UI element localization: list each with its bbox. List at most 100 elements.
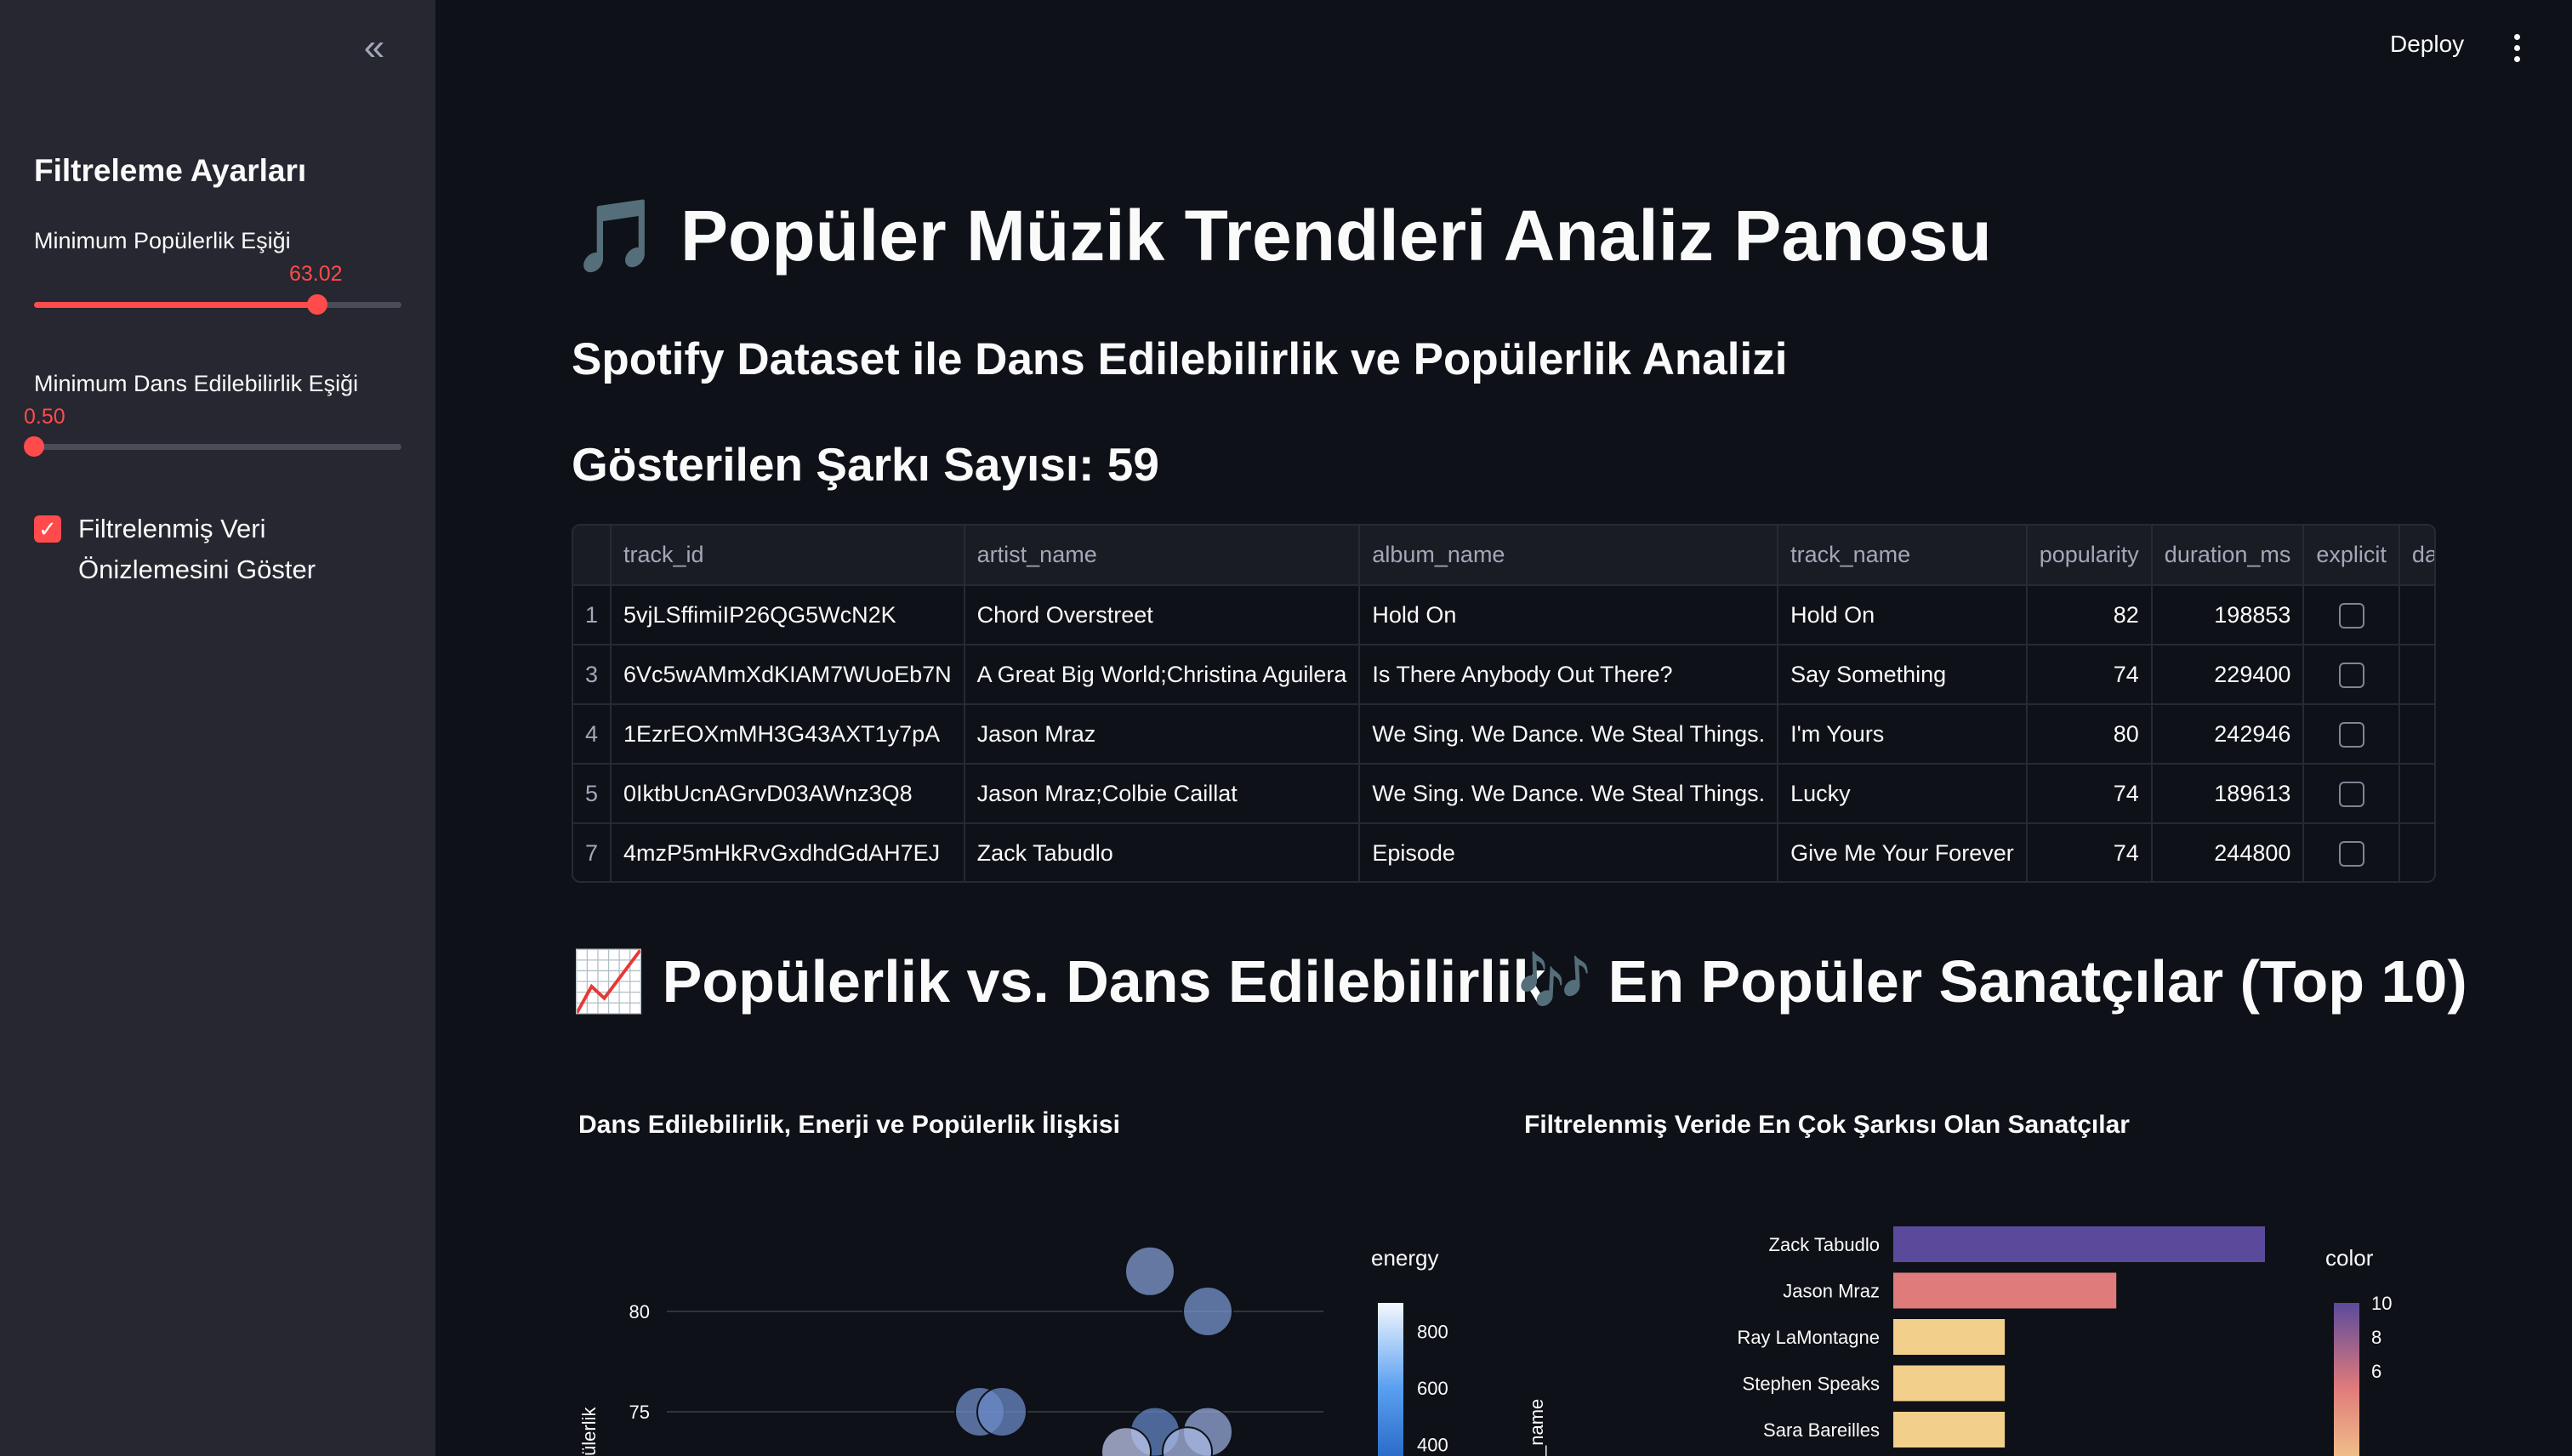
cell-album-name[interactable]: We Sing. We Dance. We Steal Things. xyxy=(1359,704,1779,765)
bar-category-label: Jason Mraz xyxy=(1783,1281,1880,1302)
cell-track-id[interactable]: 5vjLSffimiIP26QG5WcN2K xyxy=(611,585,965,646)
collapse-sidebar-icon[interactable]: « xyxy=(363,26,385,68)
cell-popularity[interactable]: 74 xyxy=(2026,764,2153,824)
scatter-point[interactable] xyxy=(976,1386,1027,1437)
explicit-checkbox[interactable] xyxy=(2338,840,2364,867)
column-header[interactable]: danc xyxy=(2398,526,2434,586)
explicit-checkbox[interactable] xyxy=(2338,721,2364,748)
bar[interactable] xyxy=(1893,1272,2117,1309)
cell-popularity[interactable]: 74 xyxy=(2026,823,2153,881)
cell-album-name[interactable]: Hold On xyxy=(1359,585,1779,646)
bar[interactable] xyxy=(1893,1365,2006,1402)
cell-popularity[interactable]: 82 xyxy=(2026,585,2153,646)
column-header[interactable] xyxy=(573,526,612,586)
popularity-slider-label: Minimum Popülerlik Eşiği xyxy=(34,228,291,253)
cell-danceability[interactable] xyxy=(2398,704,2434,765)
cell-duration[interactable]: 198853 xyxy=(2151,585,2305,646)
chart-increasing-icon: 📈 xyxy=(572,948,646,1015)
cell-explicit[interactable] xyxy=(2303,645,2400,705)
bar-legend-title: color xyxy=(2325,1245,2374,1271)
cell-explicit[interactable] xyxy=(2303,585,2400,646)
cell-duration[interactable]: 189613 xyxy=(2151,764,2305,824)
cell-duration[interactable]: 244800 xyxy=(2151,823,2305,881)
cell-track-name[interactable]: Say Something xyxy=(1778,645,2028,705)
cell-danceability[interactable] xyxy=(2398,823,2434,881)
dance-slider-label: Minimum Dans Edilebilirlik Eşiği xyxy=(34,371,359,396)
cell-explicit[interactable] xyxy=(2303,704,2400,765)
table-row[interactable]: 4 1EzrEOXmMH3G43AXT1y7pA Jason Mraz We S… xyxy=(573,704,2434,765)
column-header[interactable]: track_name xyxy=(1778,526,2028,586)
cell-danceability[interactable] xyxy=(2398,645,2434,705)
scatter-y-tick: 80 xyxy=(629,1301,650,1322)
page-title: 🎵 Popüler Müzik Trendleri Analiz Panosu xyxy=(572,194,1992,278)
explicit-checkbox[interactable] xyxy=(2338,662,2364,688)
bar-legend-tick: 10 xyxy=(2371,1293,2392,1314)
cell-track-id[interactable]: 4mzP5mHkRvGxdhdGdAH7EJ xyxy=(611,823,965,881)
cell-track-name[interactable]: Give Me Your Forever xyxy=(1778,823,2028,881)
cell-album-name[interactable]: Is There Anybody Out There? xyxy=(1359,645,1779,705)
cell-danceability[interactable] xyxy=(2398,585,2434,646)
cell-popularity[interactable]: 74 xyxy=(2026,645,2153,705)
cell-album-name[interactable]: We Sing. We Dance. We Steal Things. xyxy=(1359,764,1779,824)
cell-duration[interactable]: 229400 xyxy=(2151,645,2305,705)
bar[interactable] xyxy=(1893,1412,2006,1447)
bar[interactable] xyxy=(1893,1319,2006,1355)
cell-album-name[interactable]: Episode xyxy=(1359,823,1779,881)
musical-notes-icon: 🎶 xyxy=(1517,948,1592,1015)
scatter-legend-tick: 800 xyxy=(1417,1321,1448,1342)
column-header[interactable]: album_name xyxy=(1359,526,1779,586)
cell-explicit[interactable] xyxy=(2303,764,2400,824)
cell-artist-name[interactable]: Zack Tabudlo xyxy=(964,823,1361,881)
bar-category-label: Sara Bareilles xyxy=(1763,1419,1880,1441)
song-count-label: Gösterilen Şarkı Sayısı: 59 xyxy=(572,438,1159,491)
bar[interactable] xyxy=(1893,1226,2265,1262)
preview-checkbox-label[interactable]: Filtrelenmiş Veri Önizlemesini Göster xyxy=(78,514,316,584)
column-header[interactable]: artist_name xyxy=(964,526,1361,586)
cell-danceability[interactable] xyxy=(2398,764,2434,824)
table-row[interactable]: 7 4mzP5mHkRvGxdhdGdAH7EJ Zack Tabudlo Ep… xyxy=(573,823,2434,881)
cell-popularity[interactable]: 80 xyxy=(2026,704,2153,765)
cell-track-name[interactable]: Lucky xyxy=(1778,764,2028,824)
scatter-point[interactable] xyxy=(1162,1426,1213,1456)
deploy-button[interactable]: Deploy xyxy=(2390,31,2465,57)
bar-section-heading-text: En Popüler Sanatçılar (Top 10) xyxy=(1608,948,2467,1015)
page-subtitle: Spotify Dataset ile Dans Edilebilirlik v… xyxy=(572,334,1788,384)
table-row[interactable]: 1 5vjLSffimiIP26QG5WcN2K Chord Overstree… xyxy=(573,585,2434,646)
dance-slider-value: 0.50 xyxy=(24,405,65,429)
popularity-slider[interactable] xyxy=(34,294,401,315)
explicit-checkbox[interactable] xyxy=(2338,602,2364,628)
column-header[interactable]: explicit xyxy=(2303,526,2400,586)
explicit-checkbox[interactable] xyxy=(2338,781,2364,807)
cell-track-name[interactable]: I'm Yours xyxy=(1778,704,2028,765)
popularity-slider-thumb[interactable] xyxy=(306,294,327,315)
cell-artist-name[interactable]: A Great Big World;Christina Aguilera xyxy=(964,645,1361,705)
cell-artist-name[interactable]: Jason Mraz xyxy=(964,704,1361,765)
table-row[interactable]: 3 6Vc5wAMmXdKIAM7WUoEb7N A Great Big Wor… xyxy=(573,645,2434,705)
scatter-point[interactable] xyxy=(1101,1426,1152,1456)
cell-track-id[interactable]: 6Vc5wAMmXdKIAM7WUoEb7N xyxy=(611,645,965,705)
cell-artist-name[interactable]: Jason Mraz;Colbie Caillat xyxy=(964,764,1361,824)
table-row[interactable]: 5 0IktbUcnAGrvD03AWnz3Q8 Jason Mraz;Colb… xyxy=(573,764,2434,824)
cell-track-name[interactable]: Hold On xyxy=(1778,585,2028,646)
data-table[interactable]: track_id artist_name album_name track_na… xyxy=(572,524,2436,883)
cell-duration[interactable]: 242946 xyxy=(2151,704,2305,765)
preview-checkbox[interactable]: ✓ xyxy=(34,515,61,543)
scatter-legend-title: energy xyxy=(1371,1245,1439,1271)
column-header[interactable]: popularity xyxy=(2026,526,2153,586)
bar-category-label: Stephen Speaks xyxy=(1743,1374,1880,1395)
popularity-slider-fill xyxy=(34,302,317,308)
dance-slider[interactable] xyxy=(24,436,401,457)
dance-slider-thumb[interactable] xyxy=(24,436,44,457)
cell-track-id[interactable]: 0IktbUcnAGrvD03AWnz3Q8 xyxy=(611,764,965,824)
cell-explicit[interactable] xyxy=(2303,823,2400,881)
scatter-point[interactable] xyxy=(1124,1245,1175,1297)
cell-artist-name[interactable]: Chord Overstreet xyxy=(964,585,1361,646)
cell-track-id[interactable]: 1EzrEOXmMH3G43AXT1y7pA xyxy=(611,704,965,765)
column-header[interactable]: track_id xyxy=(611,526,965,586)
main-menu-icon[interactable] xyxy=(2504,32,2529,66)
scatter-point[interactable] xyxy=(1182,1286,1233,1337)
column-header[interactable]: duration_ms xyxy=(2151,526,2305,586)
scatter-chart[interactable]: 75 80 ülerlik energy 400 600 800 xyxy=(572,1208,1456,1456)
bar-chart[interactable]: Zack Tabudlo Jason Mraz Ray LaMontagne Step… xyxy=(1517,1208,2453,1456)
popularity-slider-value: 63.02 xyxy=(289,262,343,286)
